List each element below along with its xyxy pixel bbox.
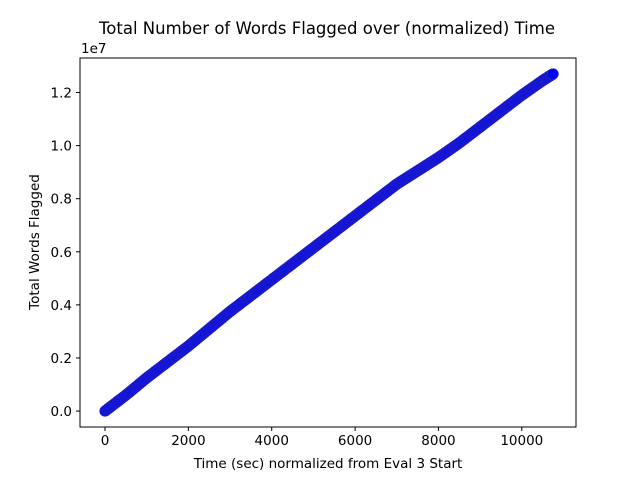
x-tick-label: 8000 xyxy=(421,433,455,449)
x-tick-label: 0 xyxy=(101,433,110,449)
y-tick-label: 0.8 xyxy=(51,192,72,208)
y-axis-ticks: 0.0 0.2 0.4 0.6 0.8 1.0 1.2 xyxy=(51,86,80,420)
plot-area-frame xyxy=(79,57,577,428)
x-axis-label: Time (sec) normalized from Eval 3 Start xyxy=(193,456,463,472)
data-point xyxy=(547,68,559,80)
x-tick-label: 4000 xyxy=(255,433,289,449)
plot-points xyxy=(99,68,559,417)
y-tick-label: 0.6 xyxy=(51,245,72,261)
y-tick-label: 1.2 xyxy=(51,86,72,102)
y-tick-label: 0.2 xyxy=(51,351,72,367)
chart-title: Total Number of Words Flagged over (norm… xyxy=(98,19,555,38)
x-axis-ticks: 0 2000 4000 6000 8000 10000 xyxy=(101,427,543,449)
x-tick-label: 6000 xyxy=(338,433,372,449)
y-tick-label: 1.0 xyxy=(51,139,72,155)
y-axis-label: Total Words Flagged xyxy=(27,174,43,311)
x-tick-label: 10000 xyxy=(500,433,543,449)
y-tick-label: 0.4 xyxy=(51,298,72,314)
y-offset-label: 1e7 xyxy=(81,41,106,57)
x-tick-label: 2000 xyxy=(171,433,205,449)
y-tick-label: 0.0 xyxy=(51,404,72,420)
